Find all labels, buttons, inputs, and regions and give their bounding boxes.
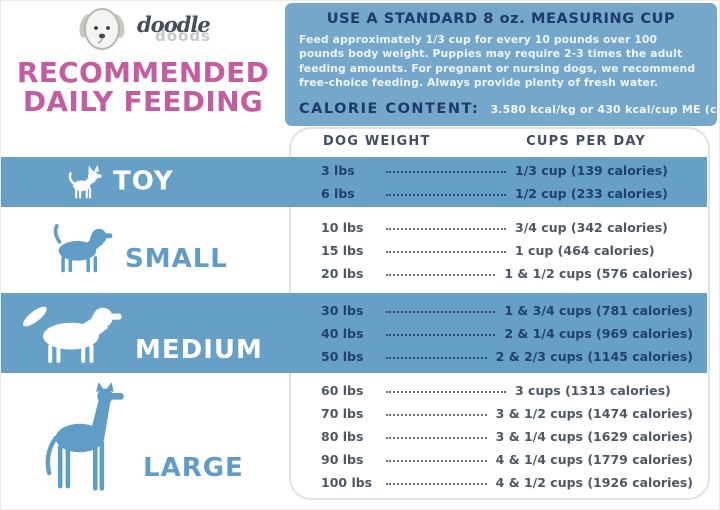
row-cups: 3 & 1/4 cups (1629 calories)	[495, 428, 693, 444]
row-cups: 1/2 cup (233 calories)	[515, 186, 668, 201]
dotted-leader	[386, 273, 496, 276]
size-section-small: SMALL 10 lbs 3/4 cup (342 calories) 15 l…	[1, 207, 707, 293]
brand-wordmark: doodle doods	[137, 14, 211, 44]
row-weight: 70 lbs	[321, 405, 364, 421]
row-cups: 1 & 3/4 cups (781 calories)	[504, 302, 693, 318]
page-title-line2: DAILY FEEDING	[22, 85, 264, 119]
table-row: 70 lbs 3 & 1/2 cups (1474 calories)	[321, 402, 693, 425]
brand-name-sub: doods	[155, 27, 212, 45]
size-label-small: SMALL	[125, 244, 228, 274]
row-cups: 1 & 1/2 cups (576 calories)	[504, 265, 693, 281]
size-label-medium: MEDIUM	[135, 335, 263, 365]
small-rows: 10 lbs 3/4 cup (342 calories) 15 lbs 1 c…	[321, 207, 693, 293]
row-weight: 10 lbs	[321, 219, 364, 235]
calorie-content-value: 3.580 kcal/kg or 430 kcal/cup ME (calcul…	[490, 102, 719, 116]
row-weight: 100 lbs	[321, 474, 373, 490]
retriever-silhouette-icon	[23, 306, 122, 363]
row-weight: 3 lbs	[321, 163, 355, 178]
brand-name-script: doodle	[137, 12, 211, 37]
table-row: 10 lbs 3/4 cup (342 calories)	[321, 216, 693, 239]
page-title: RECOMMENDED DAILY FEEDING	[1, 58, 285, 116]
column-header-dog-weight: DOG WEIGHT	[323, 134, 431, 149]
row-cups: 3/4 cup (342 calories)	[515, 219, 668, 235]
table-row: 15 lbs 1 cup (464 calories)	[321, 239, 693, 262]
dotted-leader	[386, 194, 506, 196]
row-weight: 40 lbs	[321, 325, 364, 341]
row-cups: 1 cup (464 calories)	[515, 242, 655, 258]
column-header-cups-per-day: CUPS PER DAY	[526, 134, 646, 149]
size-label-toy: TOY	[113, 166, 174, 197]
beagle-silhouette-icon	[53, 223, 113, 273]
table-row: 40 lbs 2 & 1/4 cups (969 calories)	[321, 322, 693, 345]
dotted-leader	[386, 227, 506, 230]
table-row: 90 lbs 4 & 1/4 cups (1779 calories)	[321, 448, 693, 471]
table-row: 80 lbs 3 & 1/4 cups (1629 calories)	[321, 425, 693, 448]
chihuahua-silhouette-icon	[68, 164, 102, 199]
size-section-toy: TOY 3 lbs 1/3 cup (139 calories) 6 lbs 1…	[1, 157, 707, 207]
row-weight: 60 lbs	[321, 382, 364, 398]
dotted-leader	[386, 333, 496, 336]
calorie-content-row: CALORIE CONTENT: 3.580 kcal/kg or 430 kc…	[299, 98, 719, 117]
dotted-leader	[386, 356, 487, 359]
row-weight: 30 lbs	[321, 302, 364, 318]
table-row: 20 lbs 1 & 1/2 cups (576 calories)	[321, 262, 693, 285]
row-weight: 15 lbs	[321, 242, 364, 258]
doodle-dog-face-sketch-icon	[79, 8, 125, 50]
table-row: 30 lbs 1 & 3/4 cups (781 calories)	[321, 299, 693, 322]
row-weight: 90 lbs	[321, 451, 364, 467]
dotted-leader	[386, 171, 506, 173]
medium-rows: 30 lbs 1 & 3/4 cups (781 calories) 40 lb…	[321, 293, 693, 373]
row-weight: 6 lbs	[321, 186, 355, 201]
dotted-leader	[386, 310, 496, 313]
dotted-leader	[386, 250, 506, 253]
great-dane-silhouette-icon	[45, 382, 124, 491]
table-header-row: DOG WEIGHT CUPS PER DAY	[289, 134, 710, 149]
large-rows: 60 lbs 3 cups (1313 calories) 70 lbs 3 &…	[321, 373, 693, 499]
calorie-content-label: CALORIE CONTENT:	[299, 100, 480, 117]
table-row: 50 lbs 2 & 2/3 cups (1145 calories)	[321, 345, 693, 368]
size-section-large: LARGE 60 lbs 3 cups (1313 calories) 70 l…	[1, 373, 707, 499]
row-cups: 4 & 1/2 cups (1926 calories)	[495, 474, 693, 490]
size-section-medium: MEDIUM 30 lbs 1 & 3/4 cups (781 calories…	[1, 293, 707, 373]
row-weight: 50 lbs	[321, 348, 364, 364]
row-cups: 2 & 2/3 cups (1145 calories)	[495, 348, 693, 364]
table-row: 100 lbs 4 & 1/2 cups (1926 calories)	[321, 471, 693, 494]
measuring-cup-heading: USE A STANDARD 8 oz. MEASURING CUP	[326, 11, 676, 27]
dotted-leader	[386, 413, 487, 416]
row-cups: 3 cups (1313 calories)	[515, 382, 671, 398]
table-row: 6 lbs 1/2 cup (233 calories)	[321, 182, 693, 205]
dotted-leader	[386, 436, 487, 439]
table-row: 3 lbs 1/3 cup (139 calories)	[321, 159, 693, 182]
brand-logo: doodle doods	[73, 4, 211, 54]
size-label-large: LARGE	[143, 453, 244, 483]
dotted-leader	[386, 390, 506, 393]
page-title-line1: RECOMMENDED	[16, 56, 270, 89]
row-cups: 2 & 1/4 cups (969 calories)	[504, 325, 693, 341]
feeding-instructions-text: Feed approximately 1/3 cup for every 10 …	[299, 33, 696, 90]
info-panel: USE A STANDARD 8 oz. MEASURING CUP Feed …	[285, 3, 719, 126]
dotted-leader	[386, 459, 487, 462]
row-cups: 3 & 1/2 cups (1474 calories)	[495, 405, 693, 421]
row-cups: 4 & 1/4 cups (1779 calories)	[495, 451, 693, 467]
dotted-leader	[386, 482, 487, 485]
row-weight: 20 lbs	[321, 265, 364, 281]
row-cups: 1/3 cup (139 calories)	[515, 163, 668, 178]
row-weight: 80 lbs	[321, 428, 364, 444]
table-row: 60 lbs 3 cups (1313 calories)	[321, 379, 693, 402]
toy-rows: 3 lbs 1/3 cup (139 calories) 6 lbs 1/2 c…	[321, 157, 693, 207]
